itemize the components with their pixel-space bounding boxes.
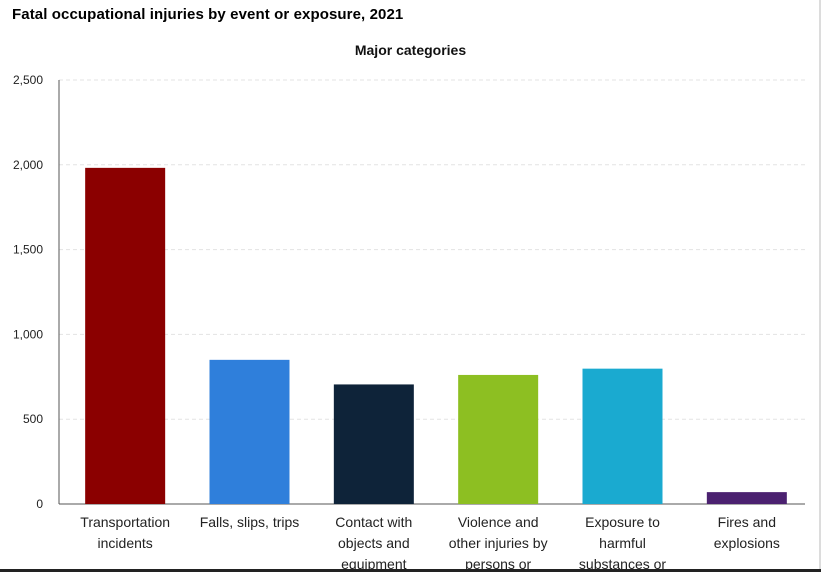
x-tick-label-line: other injuries by (449, 535, 548, 551)
x-axis-ticks: Transportation incidents Falls, slips, tri… (80, 514, 780, 572)
bar (706, 492, 787, 504)
x-tick-label: Contact with objects and equipment (335, 514, 412, 572)
x-tick-label: Transportation incidents (80, 514, 170, 551)
y-tick-label: 2,500 (13, 73, 43, 87)
chart-title: Fatal occupational injuries by event or … (12, 6, 404, 23)
y-tick-label: 0 (36, 497, 43, 511)
x-tick-label-line: Contact with (335, 514, 412, 530)
x-tick-label-line: Violence and (458, 514, 539, 530)
y-tick-label: 2,000 (13, 158, 43, 172)
y-tick-label: 1,000 (13, 327, 43, 341)
x-tick-label-line: equipment (341, 556, 406, 572)
bar (209, 359, 290, 504)
bar (458, 374, 539, 504)
bottom-border (0, 569, 821, 572)
bar (582, 368, 663, 504)
x-tick-label: Fires and explosions (714, 514, 780, 551)
x-tick-label-line: substances or (579, 556, 666, 572)
x-tick-label: Falls, slips, trips (200, 514, 300, 530)
y-axis-ticks: 0 500 1,000 1,500 2,000 2,500 (13, 73, 43, 511)
gridlines (59, 79, 805, 420)
x-tick-label-line: harmful (599, 535, 646, 551)
x-tick-label: Violence and other injuries by persons or (449, 514, 548, 572)
x-tick-label-line: Exposure to (585, 514, 660, 530)
x-tick-label-line: explosions (714, 535, 780, 551)
x-tick-label-line: incidents (98, 535, 153, 551)
x-tick-label-line: persons or (465, 556, 531, 572)
bars (85, 167, 787, 505)
bar (333, 384, 414, 504)
x-tick-label-line: objects and (338, 535, 410, 551)
y-tick-label: 500 (23, 412, 43, 426)
x-tick-label-line: Transportation (80, 514, 170, 530)
chart-subtitle: Major categories (354, 42, 467, 58)
right-border (819, 0, 821, 572)
x-tick-label-line: Falls, slips, trips (200, 514, 300, 530)
bar (85, 167, 166, 505)
y-tick-label: 1,500 (13, 243, 43, 257)
x-tick-label-line: Fires and (718, 514, 776, 530)
x-tick-label: Exposure to harmful substances or (579, 514, 666, 572)
axes (58, 80, 805, 505)
